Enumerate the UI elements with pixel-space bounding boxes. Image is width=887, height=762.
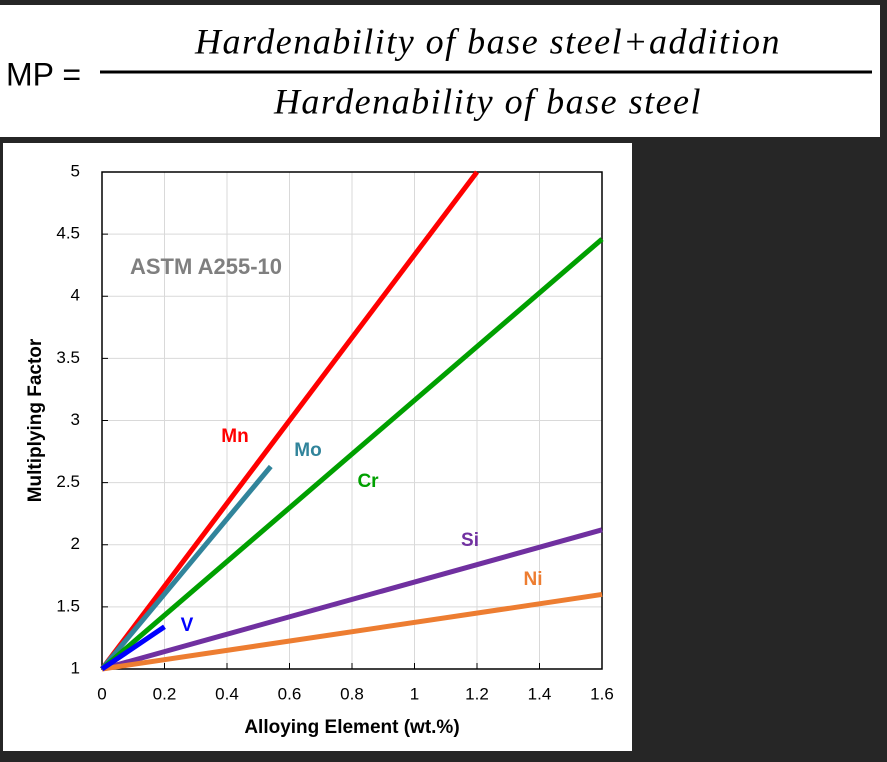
series-label: Mo (294, 440, 321, 461)
x-tick-label: 0.2 (153, 684, 177, 703)
y-tick-label: 1 (71, 658, 80, 677)
x-tick-label: 1.4 (528, 684, 552, 703)
series-label: V (181, 615, 194, 636)
x-tick-label: 0.8 (340, 684, 364, 703)
y-tick-label: 2.5 (56, 472, 80, 491)
series-line (100, 464, 273, 671)
series-line (101, 527, 603, 672)
x-tick-label: 0.6 (278, 684, 302, 703)
series-label: Ni (524, 569, 543, 590)
x-tick-label: 1.6 (590, 684, 614, 703)
series-label: Cr (357, 471, 379, 492)
x-tick-label: 0 (97, 684, 106, 703)
formula-lhs: MP = (6, 56, 81, 92)
y-axis-label: Multiplying Factor (25, 338, 46, 502)
x-tick-label: 1 (410, 684, 419, 703)
annotation: ASTM A255-10 (130, 254, 282, 279)
x-tick-label: 1.2 (465, 684, 489, 703)
y-tick-label: 1.5 (56, 596, 80, 615)
series-line (100, 237, 604, 671)
y-tick-label: 4 (71, 286, 80, 305)
series-line (100, 170, 479, 671)
series-line (100, 624, 166, 672)
y-tick-label: 3 (71, 410, 80, 429)
y-tick-label: 3.5 (56, 348, 80, 367)
formula-denominator: Hardenability of base steel (273, 81, 702, 121)
series-line (101, 591, 603, 672)
x-axis-label: Alloying Element (wt.%) (244, 717, 459, 738)
plot-frame (101, 171, 603, 670)
y-tick-label: 4.5 (56, 224, 80, 243)
series-label: Mn (221, 426, 248, 447)
x-tick-label: 0.4 (215, 684, 239, 703)
y-tick-label: 2 (71, 534, 80, 553)
y-tick-label: 5 (71, 161, 80, 180)
formula-numerator: Hardenability of base steel+addition (194, 21, 781, 61)
chart-box (3, 143, 632, 751)
series-label: Si (461, 530, 479, 551)
